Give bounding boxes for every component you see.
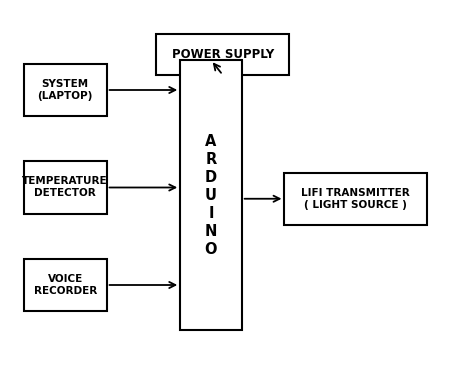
Bar — [156, 34, 289, 75]
Bar — [24, 259, 107, 311]
Text: VOICE
RECORDER: VOICE RECORDER — [34, 274, 97, 296]
Bar — [180, 60, 242, 330]
Bar — [24, 64, 107, 116]
Bar — [24, 161, 107, 214]
Text: POWER SUPPLY: POWER SUPPLY — [172, 48, 274, 61]
Text: LIFI TRANSMITTER
( LIGHT SOURCE ): LIFI TRANSMITTER ( LIGHT SOURCE ) — [301, 188, 410, 210]
Bar — [284, 172, 427, 225]
Text: TEMPERATURE
DETECTOR: TEMPERATURE DETECTOR — [22, 177, 108, 198]
Text: SYSTEM
(LAPTOP): SYSTEM (LAPTOP) — [37, 79, 93, 101]
Text: A
R
D
U
I
N
O: A R D U I N O — [205, 134, 217, 256]
